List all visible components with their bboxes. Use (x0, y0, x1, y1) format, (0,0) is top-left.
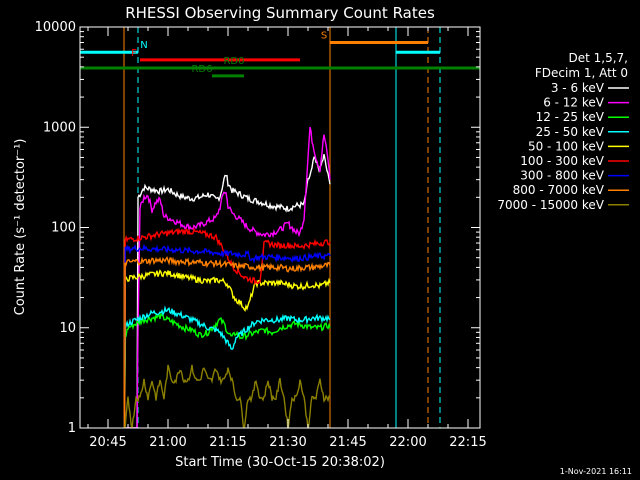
legend-header-line-1: Det 1,5,7, (569, 51, 629, 65)
legend-entry-label-4: 50 - 100 keV (528, 139, 605, 153)
legend-entry-label-7: 800 - 7000 keV (513, 183, 605, 197)
legend-entry-label-3: 25 - 50 keV (536, 125, 605, 139)
flag-label-f: F (131, 48, 137, 59)
x-tick-label-5: 22:00 (389, 435, 426, 450)
x-tick-label-1: 21:00 (149, 435, 186, 450)
y-tick-label-2: 100 (51, 221, 76, 236)
x-tick-label-2: 21:15 (209, 435, 246, 450)
plot-area (80, 27, 480, 428)
legend-entry-label-8: 7000 - 15000 keV (497, 198, 604, 212)
legend-header-line-2: FDecim 1, Att 0 (535, 66, 628, 80)
y-tick-label-1: 10 (59, 321, 76, 336)
series-line-6 (123, 243, 331, 428)
legend-entry-label-2: 12 - 25 keV (536, 110, 605, 124)
footer-date: 1-Nov-2021 16:11 (560, 467, 632, 476)
series-line-8 (124, 364, 331, 428)
flag-label-rd0: RD0 (223, 56, 244, 67)
series-line-7 (123, 256, 331, 428)
x-axis-label: Start Time (30-Oct-15 20:38:02) (175, 455, 385, 470)
legend-entry-label-1: 6 - 12 keV (543, 96, 605, 110)
y-axis-label: Count Rate (s⁻¹ detector⁻¹) (13, 139, 28, 316)
flag-label-rd6: RD6 (191, 64, 212, 75)
x-tick-label-0: 20:45 (89, 435, 126, 450)
y-tick-label-3: 1000 (43, 120, 76, 135)
y-tick-label-4: 10000 (35, 20, 76, 35)
legend-entry-label-5: 100 - 300 keV (520, 154, 604, 168)
chart-title: RHESSI Observing Summary Count Rates (125, 4, 435, 22)
series-line-0 (124, 154, 331, 428)
x-tick-label-3: 21:30 (269, 435, 306, 450)
series-line-2 (123, 312, 331, 428)
legend-entry-label-0: 3 - 6 keV (551, 81, 605, 95)
x-tick-label-4: 21:45 (329, 435, 366, 450)
flag-label-n: N (140, 40, 147, 51)
y-tick-label-0: 1 (68, 421, 76, 436)
flag-label-s: S (321, 31, 327, 42)
series-line-4 (123, 269, 331, 428)
x-axis: 20:45 21:00 21:15 21:30 21:45 22:00 22:15 (87, 27, 487, 450)
y-axis: 1 10 100 1000 10000 (35, 20, 480, 436)
x-tick-label-6: 22:15 (449, 435, 486, 450)
legend-entry-label-6: 300 - 800 keV (520, 169, 604, 183)
series-line-1 (124, 126, 331, 428)
series-line-3 (123, 305, 331, 428)
